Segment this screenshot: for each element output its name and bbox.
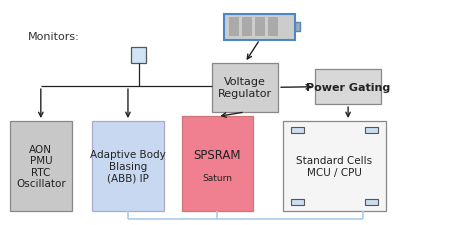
FancyBboxPatch shape [291,127,303,133]
FancyBboxPatch shape [364,127,377,133]
FancyBboxPatch shape [241,18,252,37]
Text: AON
PMU
RTC
Oscillator: AON PMU RTC Oscillator [16,144,66,189]
FancyBboxPatch shape [295,23,299,32]
FancyBboxPatch shape [364,199,377,205]
Text: Saturn: Saturn [202,173,232,182]
FancyBboxPatch shape [131,48,146,63]
Text: Adaptive Body
Blasing
(ABB) IP: Adaptive Body Blasing (ABB) IP [90,150,166,183]
Text: Voltage
Regulator: Voltage Regulator [218,77,271,99]
Text: SPSRAM: SPSRAM [193,148,241,161]
FancyBboxPatch shape [254,18,264,37]
FancyBboxPatch shape [229,18,239,37]
FancyBboxPatch shape [267,18,277,37]
Text: Standard Cells
MCU / CPU: Standard Cells MCU / CPU [296,155,372,177]
FancyBboxPatch shape [282,122,385,211]
FancyBboxPatch shape [10,122,72,211]
FancyBboxPatch shape [224,15,295,40]
FancyBboxPatch shape [211,63,278,112]
Text: Power Gating: Power Gating [305,82,389,92]
FancyBboxPatch shape [314,70,381,105]
Text: Monitors:: Monitors: [28,32,80,41]
FancyBboxPatch shape [181,117,252,211]
FancyBboxPatch shape [92,122,163,211]
FancyBboxPatch shape [291,199,303,205]
